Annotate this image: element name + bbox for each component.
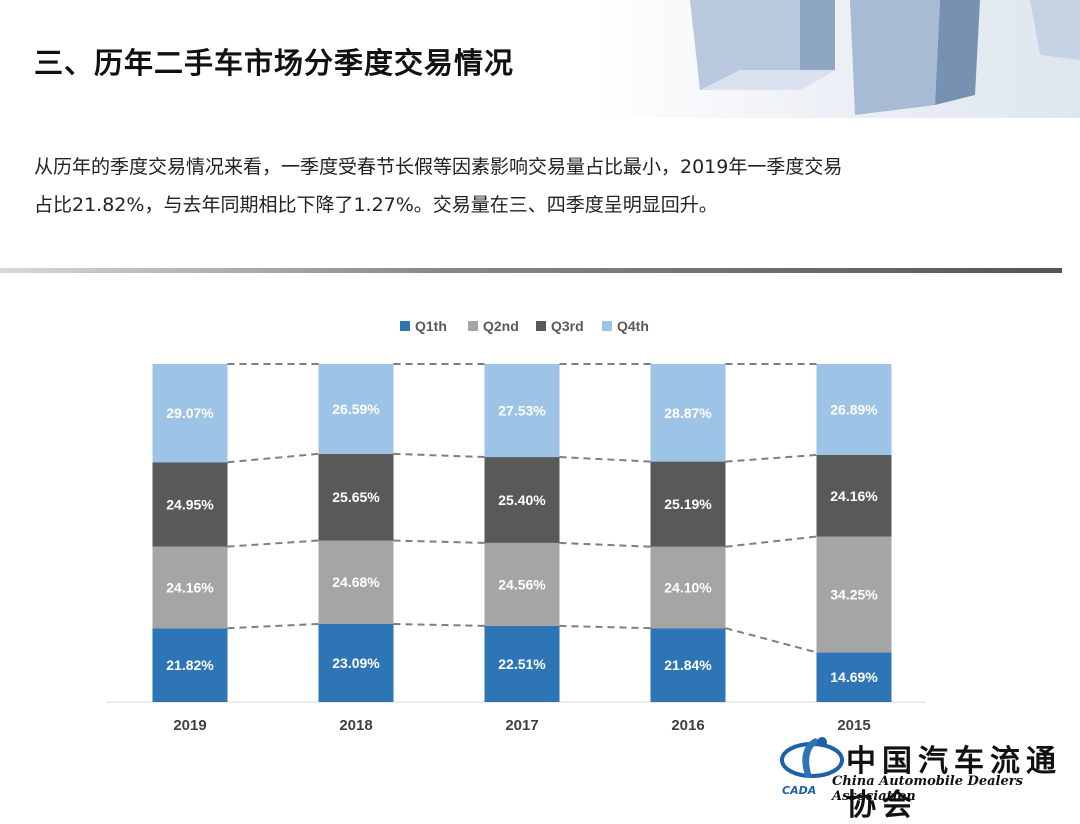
- data-label: 24.16%: [166, 579, 214, 595]
- legend-label-q1th: Q1th: [415, 318, 447, 334]
- data-label: 24.16%: [830, 488, 878, 504]
- series-connector-line: [394, 624, 485, 626]
- data-label: 25.40%: [498, 492, 546, 508]
- intro-line-1: 从历年的季度交易情况来看，一季度受春节长假等因素影响交易量占比最小，2019年一…: [34, 148, 1034, 186]
- legend-swatch-q1th: [400, 321, 410, 331]
- page-title: 三、历年二手车市场分季度交易情况: [34, 40, 514, 82]
- series-connector-line: [394, 454, 485, 457]
- legend-swatch-q4th: [602, 321, 612, 331]
- data-label: 25.65%: [332, 489, 380, 505]
- header-banner: 三、历年二手车市场分季度交易情况: [0, 0, 1080, 118]
- legend-label-q4th: Q4th: [617, 318, 649, 334]
- data-label: 22.51%: [498, 656, 546, 672]
- section-divider: [0, 268, 1062, 273]
- intro-text: 从历年的季度交易情况来看，一季度受春节长假等因素影响交易量占比最小，2019年一…: [34, 148, 1034, 224]
- x-tick-label: 2017: [505, 717, 538, 734]
- series-connector-line: [560, 626, 651, 628]
- x-tick-label: 2016: [671, 717, 704, 734]
- data-label: 23.09%: [332, 655, 380, 671]
- header-decoration: [680, 0, 1080, 118]
- x-tick-label: 2019: [173, 717, 206, 734]
- legend-swatch-q2nd: [468, 321, 478, 331]
- intro-line-2: 占比21.82%，与去年同期相比下降了1.27%。交易量在三、四季度呈明显回升。: [34, 186, 1034, 224]
- data-label: 28.87%: [664, 405, 712, 421]
- data-label: 24.10%: [664, 579, 712, 595]
- data-label: 29.07%: [166, 405, 214, 421]
- data-label: 34.25%: [830, 586, 878, 602]
- data-label: 26.59%: [332, 401, 380, 417]
- logo-name-en: China Automobile Dealers Association: [832, 774, 1076, 804]
- series-connector-line: [394, 541, 485, 543]
- logo-abbr: CADA: [782, 784, 816, 797]
- data-label: 24.68%: [332, 574, 380, 590]
- data-label: 25.19%: [664, 496, 712, 512]
- series-connector-line: [228, 624, 319, 628]
- legend-label-q3rd: Q3rd: [551, 318, 584, 334]
- data-label: 21.84%: [664, 657, 712, 673]
- data-label: 27.53%: [498, 403, 546, 419]
- data-label: 24.95%: [166, 496, 214, 512]
- cada-logo: CADA 中国汽车流通协会 China Automobile Dealers A…: [776, 730, 1076, 798]
- data-label: 21.82%: [166, 657, 214, 673]
- stacked-bar-chart: 21.82% 24.16% 24.95% 29.07% 2019 23.09% 24.68%…: [0, 290, 1080, 750]
- series-connector-line: [726, 537, 817, 547]
- x-tick-label: 2018: [339, 717, 372, 734]
- data-label: 26.89%: [830, 401, 878, 417]
- legend-label-q2nd: Q2nd: [483, 318, 519, 334]
- series-connector-line: [560, 457, 651, 462]
- series-connector-line: [560, 543, 651, 547]
- legend-swatch-q3rd: [536, 321, 546, 331]
- series-connector-line: [726, 455, 817, 462]
- series-connector-line: [228, 454, 319, 462]
- data-label: 24.56%: [498, 576, 546, 592]
- series-connector-line: [726, 628, 817, 652]
- series-connector-line: [228, 541, 319, 547]
- data-label: 14.69%: [830, 669, 878, 685]
